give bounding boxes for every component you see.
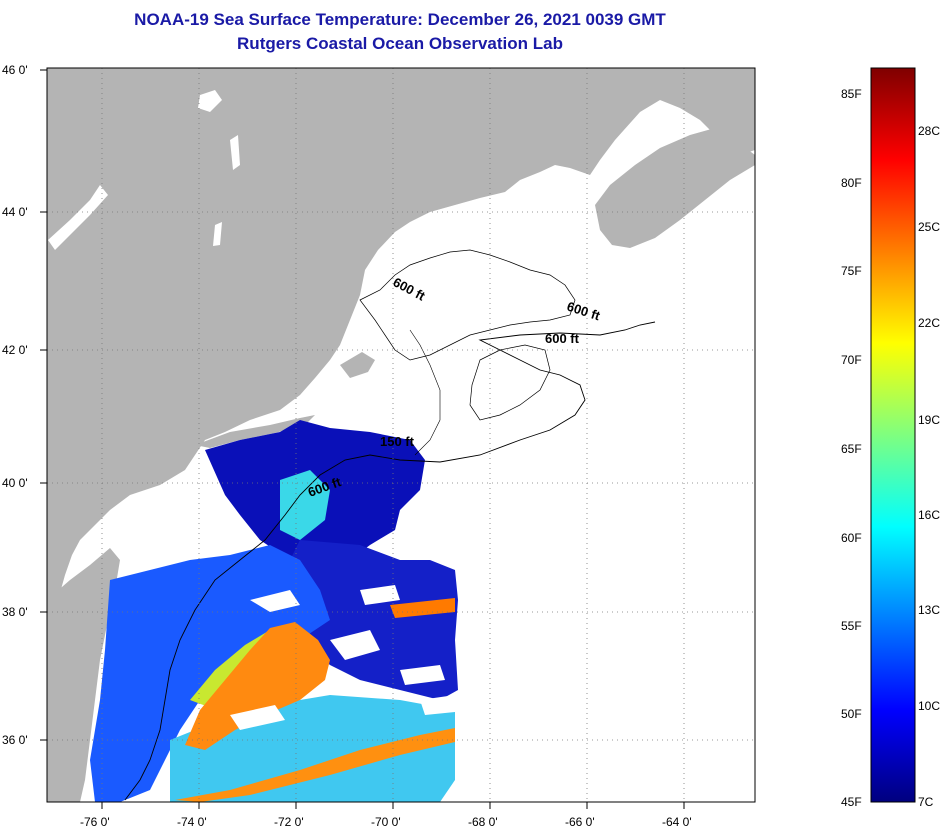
colorbar-f-65: 65F — [841, 442, 862, 456]
land-cape-cod — [340, 352, 375, 378]
colorbar-f-50: 50F — [841, 707, 862, 721]
contour-shelf-break — [124, 321, 656, 801]
colorbar-c-28: 28C — [918, 124, 940, 138]
contour-gulf-of-maine — [359, 249, 576, 361]
colorbar-c-13: 13C — [918, 603, 940, 617]
colorbar-f-55: 55F — [841, 619, 862, 633]
colorbar-c-25: 25C — [918, 220, 940, 234]
colorbar-f-75: 75F — [841, 264, 862, 278]
colorbar-f-70: 70F — [841, 353, 862, 367]
lat-label-40: 40 0' — [2, 476, 28, 490]
sst-orange-warm-core — [185, 622, 330, 750]
chart-subtitle: Rutgers Coastal Ocean Observation Lab — [237, 34, 563, 53]
lon-label-72: -72 0' — [274, 815, 304, 829]
land-nova-scotia — [595, 128, 755, 248]
lon-label-64: -64 0' — [662, 815, 692, 829]
contour-label-600ft-georges: 600 ft — [545, 331, 580, 346]
lon-label-70: -70 0' — [371, 815, 401, 829]
sst-orange-south-streak — [175, 728, 455, 802]
contour-georges-bank — [469, 344, 551, 421]
sst-orange-streak — [390, 598, 455, 618]
lat-label-38: 38 0' — [2, 605, 28, 619]
axis-ticks — [40, 69, 685, 809]
lon-label-74: -74 0' — [177, 815, 207, 829]
lon-label-76: -76 0' — [80, 815, 110, 829]
sst-cyan-band — [280, 470, 330, 540]
lon-label-68: -68 0' — [468, 815, 498, 829]
colorbar-c-19: 19C — [918, 413, 940, 427]
colorbar-c-22: 22C — [918, 316, 940, 330]
contour-inner — [409, 329, 441, 456]
lat-label-44: 44 0' — [2, 205, 28, 219]
cloud-patches — [230, 585, 455, 730]
graticule — [47, 68, 755, 802]
colorbar-c-7: 7C — [918, 795, 934, 809]
lat-label-42: 42 0' — [2, 343, 28, 357]
inland-lakes — [48, 90, 240, 250]
sst-dark-blue-offshore — [270, 540, 458, 700]
lat-label-36: 36 0' — [2, 733, 28, 747]
lat-label-46: 46 0' — [2, 63, 28, 77]
colorbar-f-85: 85F — [841, 87, 862, 101]
lon-label-66: -66 0' — [565, 815, 595, 829]
land-delmarva — [47, 548, 120, 802]
colorbar-c-16: 16C — [918, 508, 940, 522]
contour-label-150ft: 150 ft — [380, 434, 415, 449]
chart-title: NOAA-19 Sea Surface Temperature: Decembe… — [134, 10, 666, 29]
colorbar-f-80: 80F — [841, 176, 862, 190]
colorbar-f-45: 45F — [841, 795, 862, 809]
colorbar-f-60: 60F — [841, 531, 862, 545]
colorbar — [870, 67, 916, 803]
colorbar-c-10: 10C — [918, 699, 940, 713]
land-long-island — [195, 415, 315, 448]
map-border — [46, 67, 756, 803]
land-mainland — [47, 68, 755, 660]
